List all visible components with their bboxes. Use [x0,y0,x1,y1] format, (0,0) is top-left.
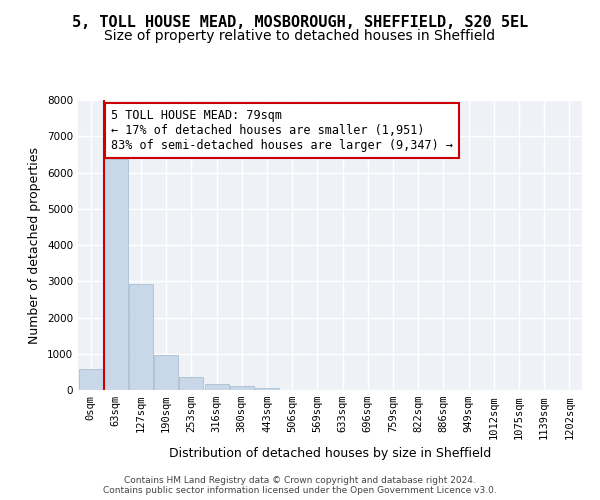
Bar [179,377,203,390]
X-axis label: Distribution of detached houses by size in Sheffield: Distribution of detached houses by size … [169,447,491,460]
Y-axis label: Number of detached properties: Number of detached properties [28,146,41,344]
Bar [230,386,254,390]
Text: Contains HM Land Registry data © Crown copyright and database right 2024.
Contai: Contains HM Land Registry data © Crown c… [103,476,497,495]
Text: 5 TOLL HOUSE MEAD: 79sqm
← 17% of detached houses are smaller (1,951)
83% of sem: 5 TOLL HOUSE MEAD: 79sqm ← 17% of detach… [112,109,454,152]
Bar [205,384,229,390]
Text: Size of property relative to detached houses in Sheffield: Size of property relative to detached ho… [104,29,496,43]
Bar [79,369,103,390]
Text: 5, TOLL HOUSE MEAD, MOSBOROUGH, SHEFFIELD, S20 5EL: 5, TOLL HOUSE MEAD, MOSBOROUGH, SHEFFIEL… [72,15,528,30]
Bar [129,284,153,390]
Bar [154,355,178,390]
Bar [255,388,279,390]
Bar [104,158,128,390]
